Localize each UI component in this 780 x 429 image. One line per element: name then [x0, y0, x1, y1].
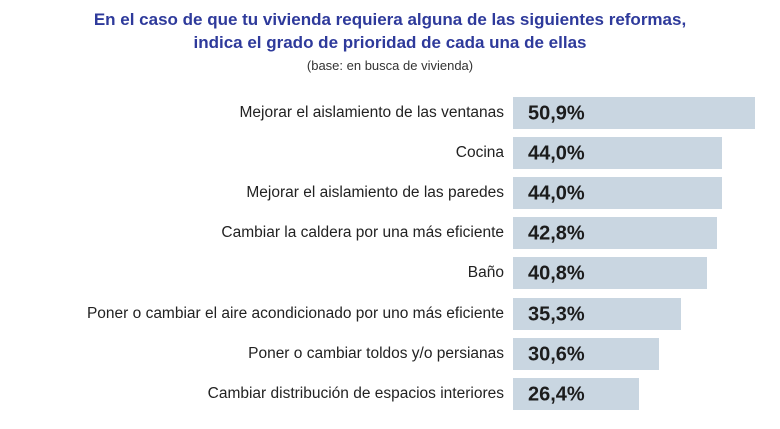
bar: [513, 97, 756, 129]
chart-title-line-2: indica el grado de prioridad de cada una…: [193, 33, 587, 52]
category-label: Cocina: [455, 144, 504, 162]
category-label: Baño: [467, 264, 504, 282]
category-label: Poner o cambiar toldos y/o persianas: [248, 344, 504, 362]
bar: [513, 137, 723, 170]
data-label: 44,0%: [528, 182, 585, 205]
data-label: 50,9%: [528, 102, 585, 125]
category-label: Cambiar la caldera por una más eficiente: [221, 224, 504, 242]
bar: [513, 217, 717, 250]
data-label: 30,6%: [528, 343, 585, 366]
chart-title-line-1: En el caso de que tu vivienda requiera a…: [93, 10, 687, 29]
bar: [513, 337, 659, 370]
bar: [513, 297, 681, 330]
category-label: Mejorar el aislamiento de las paredes: [246, 184, 504, 202]
chart-subtitle: (base: en busca de vivienda): [306, 58, 474, 73]
category-label: Poner o cambiar el aire acondicionado po…: [86, 304, 504, 322]
data-label: 42,8%: [528, 222, 585, 245]
bar: [513, 377, 639, 410]
category-label: Cambiar distribución de espacios interio…: [207, 384, 504, 402]
category-label: Mejorar el aislamiento de las ventanas: [239, 104, 505, 121]
bar: [513, 177, 723, 210]
bar: [513, 257, 707, 290]
data-label: 44,0%: [528, 142, 585, 165]
data-label: 26,4%: [528, 383, 585, 406]
data-label: 40,8%: [528, 262, 585, 285]
data-label: 35,3%: [528, 303, 585, 325]
